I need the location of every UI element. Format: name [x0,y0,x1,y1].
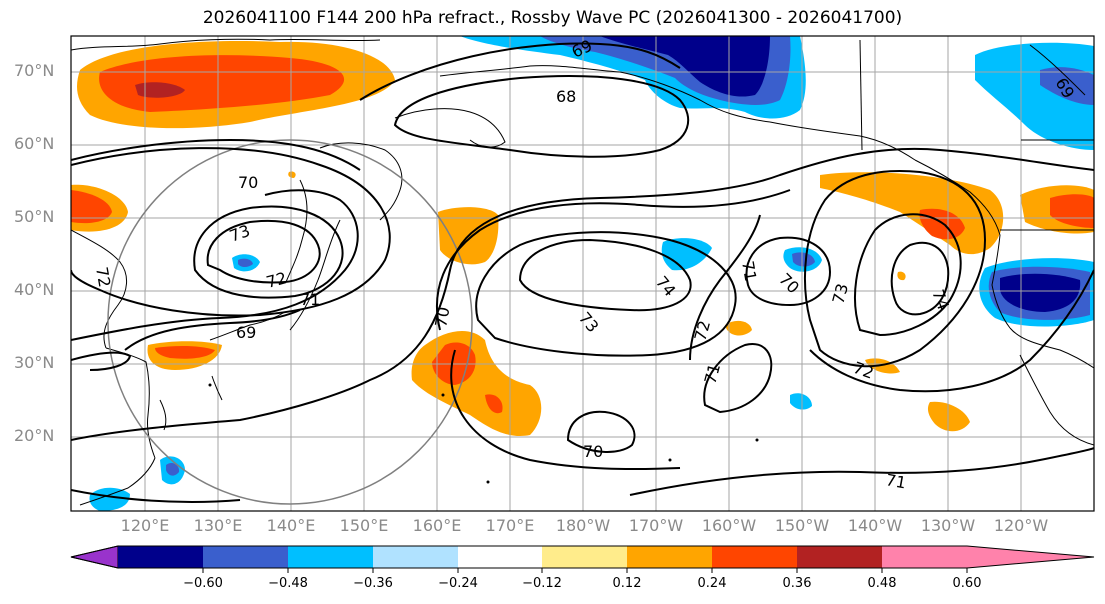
contour-label: 70 [431,305,453,328]
colorbar-cell [967,546,1094,568]
colorbar-tick-label: −0.48 [268,576,308,591]
colorbar-cell [627,546,712,568]
colorbar-tick-label: −0.24 [438,576,478,591]
contour-label: 72 [92,265,114,288]
colorbar-ticks [202,568,968,573]
map-title: 2026041100 F144 200 hPa refract., Rossby… [202,8,903,28]
colorbar-cell [712,546,797,568]
lat-label: 20°N [14,426,55,445]
colorbar-tick-label: 0.36 [782,576,812,591]
colorbar-cell [458,546,542,568]
contour-label: 73 [829,281,853,306]
lon-label: 150°W [774,516,830,535]
colorbar-cell [288,546,373,568]
colorbar-tick-label: 0.12 [612,576,642,591]
colorbar-cell [70,545,119,569]
map-frame [70,35,1095,512]
map-panel: 69 68 70 73 72 72 71 69 70 73 74 72 71 7… [71,36,1094,511]
colorbar-cell [118,546,203,568]
contour-label: 72 [691,318,715,343]
colorbar-tick-label: −0.12 [522,576,562,591]
coastlines [71,38,1094,506]
islands [208,383,759,484]
lat-label: 70°N [14,61,55,80]
lon-label: 120°W [993,516,1049,535]
lat-label: 40°N [14,280,55,299]
lon-label: 160°W [701,516,757,535]
colorbar-tick-label: 0.60 [952,576,982,591]
lat-label: 60°N [14,134,55,153]
colorbar-cell [542,546,627,568]
contour-label: 70 [238,173,258,192]
lon-label: 130°W [920,516,976,535]
colorbar-cell [203,546,288,568]
colorbar-cell [797,546,882,568]
colorbar [70,545,1095,573]
lon-label: 140°E [266,516,316,535]
lon-label: 180°W [555,516,611,535]
contour-label: 71 [701,361,725,386]
contour-label: 71 [884,470,907,492]
colorbar-cell [882,546,967,568]
contour-label: 68 [556,87,576,106]
colorbar-tick-label: −0.60 [183,576,223,591]
gridlines [71,36,1094,511]
colorbar-outline [70,545,1095,569]
lat-label: 50°N [14,207,55,226]
lon-label: 170°W [628,516,684,535]
lat-label: 30°N [14,353,55,372]
colorbar-tick-label: −0.36 [353,576,393,591]
contour-label: 69 [236,323,256,342]
positive-anomaly-fills [71,40,1094,436]
lon-label: 150°E [339,516,389,535]
lon-label: 170°E [485,516,535,535]
contour-lines [71,42,1094,503]
contour-label: 72 [264,268,289,292]
colorbar-tick-label: 0.24 [697,576,727,591]
lon-label: 130°E [193,516,243,535]
lon-label: 160°E [412,516,462,535]
lon-label: 120°E [120,516,170,535]
contour-label: 71 [738,259,760,282]
colorbar-cell [373,546,458,568]
contour-label: 71 [300,290,320,309]
lon-label: 140°W [847,516,903,535]
negative-anomaly-fills [89,36,1094,511]
reference-circle [107,139,473,505]
contour-label: 70 [583,442,603,461]
colorbar-tick-label: 0.48 [867,576,897,591]
